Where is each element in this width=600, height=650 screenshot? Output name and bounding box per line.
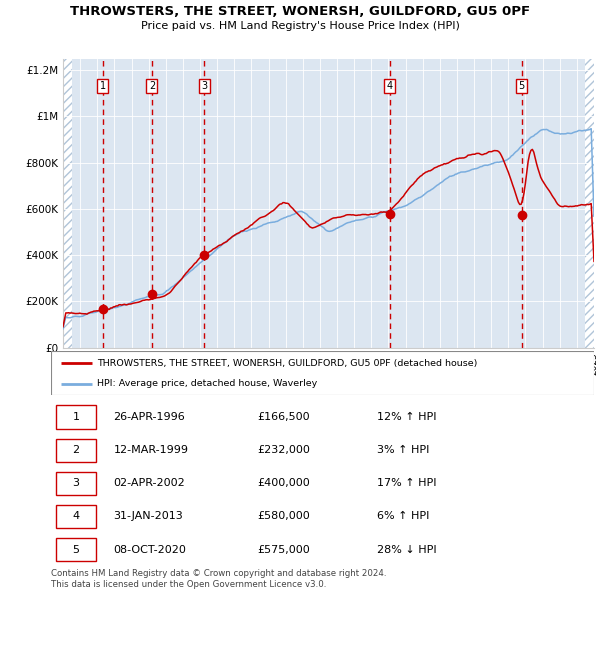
Text: 12% ↑ HPI: 12% ↑ HPI	[377, 412, 436, 422]
Text: 3% ↑ HPI: 3% ↑ HPI	[377, 445, 429, 455]
Text: 2: 2	[73, 445, 80, 455]
Text: £166,500: £166,500	[257, 412, 310, 422]
Bar	[584, 58, 594, 348]
Text: £580,000: £580,000	[257, 512, 310, 521]
FancyBboxPatch shape	[56, 439, 95, 462]
Text: 02-APR-2002: 02-APR-2002	[113, 478, 185, 488]
Text: 5: 5	[518, 81, 524, 91]
Text: 1: 1	[73, 412, 79, 422]
Text: 5: 5	[73, 545, 79, 554]
Text: 6% ↑ HPI: 6% ↑ HPI	[377, 512, 429, 521]
Text: Contains HM Land Registry data © Crown copyright and database right 2024.
This d: Contains HM Land Registry data © Crown c…	[51, 569, 386, 589]
Text: 3: 3	[73, 478, 79, 488]
Text: £400,000: £400,000	[257, 478, 310, 488]
Text: £232,000: £232,000	[257, 445, 310, 455]
Text: 28% ↓ HPI: 28% ↓ HPI	[377, 545, 436, 554]
Text: THROWSTERS, THE STREET, WONERSH, GUILDFORD, GU5 0PF (detached house): THROWSTERS, THE STREET, WONERSH, GUILDFO…	[97, 359, 478, 368]
Text: 4: 4	[387, 81, 393, 91]
Text: £575,000: £575,000	[257, 545, 310, 554]
Text: THROWSTERS, THE STREET, WONERSH, GUILDFORD, GU5 0PF: THROWSTERS, THE STREET, WONERSH, GUILDFO…	[70, 5, 530, 18]
FancyBboxPatch shape	[56, 505, 95, 528]
Text: 17% ↑ HPI: 17% ↑ HPI	[377, 478, 436, 488]
Text: Price paid vs. HM Land Registry's House Price Index (HPI): Price paid vs. HM Land Registry's House …	[140, 21, 460, 31]
Bar	[63, 58, 73, 348]
Text: 2: 2	[149, 81, 155, 91]
Text: 4: 4	[73, 512, 80, 521]
Text: 08-OCT-2020: 08-OCT-2020	[113, 545, 187, 554]
Text: 1: 1	[100, 81, 106, 91]
Text: 26-APR-1996: 26-APR-1996	[113, 412, 185, 422]
FancyBboxPatch shape	[51, 351, 594, 395]
Text: HPI: Average price, detached house, Waverley: HPI: Average price, detached house, Wave…	[97, 379, 317, 388]
Text: 31-JAN-2013: 31-JAN-2013	[113, 512, 183, 521]
FancyBboxPatch shape	[56, 472, 95, 495]
FancyBboxPatch shape	[56, 406, 95, 428]
Text: 12-MAR-1999: 12-MAR-1999	[113, 445, 188, 455]
FancyBboxPatch shape	[56, 538, 95, 561]
Text: 3: 3	[201, 81, 208, 91]
